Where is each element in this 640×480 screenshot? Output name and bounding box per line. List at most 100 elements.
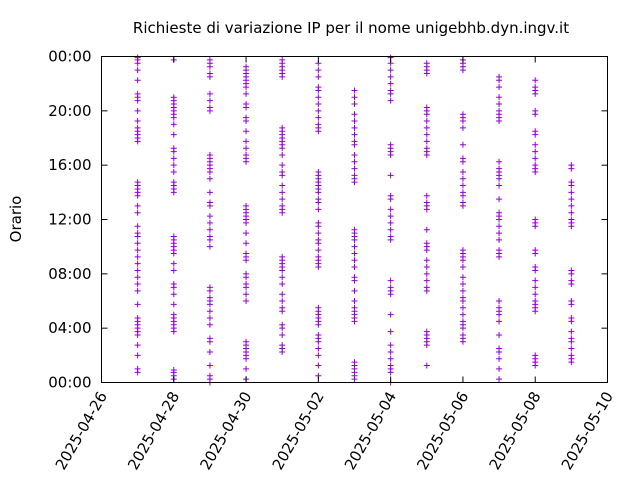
data-point [351, 226, 358, 233]
data-point [315, 206, 322, 213]
data-point [387, 172, 394, 179]
data-point [243, 338, 250, 345]
data-point [206, 362, 213, 369]
data-point [315, 67, 322, 74]
data-point [423, 264, 430, 271]
data-point [170, 94, 177, 101]
x-tick-label: 2025-05-04 [341, 389, 400, 474]
data-point [170, 155, 177, 162]
data-point [243, 298, 250, 304]
data-point [351, 250, 358, 257]
data-point [170, 291, 177, 298]
data-point [423, 226, 430, 233]
data-point [532, 107, 539, 114]
data-point [243, 128, 250, 135]
data-point [170, 121, 177, 128]
data-point [134, 179, 141, 186]
data-point [206, 97, 213, 104]
y-tick-label: 20:00 [48, 102, 91, 120]
data-point [206, 284, 213, 291]
data-point [279, 253, 286, 260]
data-point [170, 131, 177, 138]
data-point [568, 328, 575, 335]
data-point [351, 172, 358, 179]
data-point [243, 151, 250, 158]
data-point [243, 291, 250, 298]
data-point [279, 189, 286, 196]
data-point [387, 362, 394, 369]
data-point [568, 196, 575, 203]
data-point [387, 141, 394, 148]
data-point [459, 318, 466, 325]
y-axis-label: Orario [7, 196, 25, 243]
data-point [134, 230, 141, 237]
data-point [423, 328, 430, 335]
data-point [423, 138, 430, 145]
data-point [496, 230, 503, 237]
data-point [568, 345, 575, 352]
data-point [351, 138, 358, 145]
data-point [459, 199, 466, 206]
data-point [170, 301, 177, 308]
data-point [351, 359, 358, 366]
data-point [315, 94, 322, 101]
data-point [496, 158, 503, 165]
x-tick-label: 2025-05-10 [558, 389, 617, 474]
data-point [243, 365, 250, 372]
data-point [459, 331, 466, 338]
data-point [459, 247, 466, 254]
data-point [279, 202, 286, 209]
data-point [387, 311, 394, 318]
data-point [459, 264, 466, 271]
data-point [423, 277, 430, 284]
data-point [206, 219, 213, 226]
data-point [496, 223, 503, 230]
data-point [315, 345, 322, 352]
data-point [279, 274, 286, 281]
data-point [496, 84, 503, 91]
data-point [315, 236, 322, 243]
data-point [134, 287, 141, 294]
data-point [243, 145, 250, 152]
data-point [206, 335, 213, 342]
data-point [459, 168, 466, 175]
data-point [387, 219, 394, 226]
data-point [387, 67, 394, 74]
chart-title: Richieste di variazione IP per il nome u… [133, 19, 569, 37]
y-tick-label: 04:00 [48, 319, 91, 337]
data-point [423, 284, 430, 291]
y-tick-label: 12:00 [48, 211, 91, 229]
data-point [134, 202, 141, 209]
data-point [459, 182, 466, 189]
data-point [351, 124, 358, 131]
data-point [170, 311, 177, 318]
data-point [279, 321, 286, 328]
x-axis: 2025-04-26 2025-04-28 2025-04-30 2025-05-02… [52, 56, 617, 474]
data-point [170, 367, 177, 374]
data-point [387, 277, 394, 284]
data-point [206, 348, 213, 355]
data-point [568, 202, 575, 209]
data-point [170, 260, 177, 267]
data-point [315, 101, 322, 108]
data-point [315, 107, 322, 114]
data-point [279, 56, 286, 63]
data-point [387, 87, 394, 94]
data-point [351, 131, 358, 138]
data-point [206, 226, 213, 233]
data-point [423, 362, 430, 369]
data-point [496, 365, 503, 372]
data-point [351, 274, 358, 281]
data-point [206, 189, 213, 196]
data-point [459, 189, 466, 196]
data-point [134, 67, 141, 74]
data-point [496, 107, 503, 114]
data-point [387, 328, 394, 335]
data-point [423, 124, 430, 131]
data-point [206, 321, 213, 328]
data-point [134, 365, 141, 372]
data-point [496, 209, 503, 216]
data-point [459, 274, 466, 281]
data-point [170, 267, 177, 274]
